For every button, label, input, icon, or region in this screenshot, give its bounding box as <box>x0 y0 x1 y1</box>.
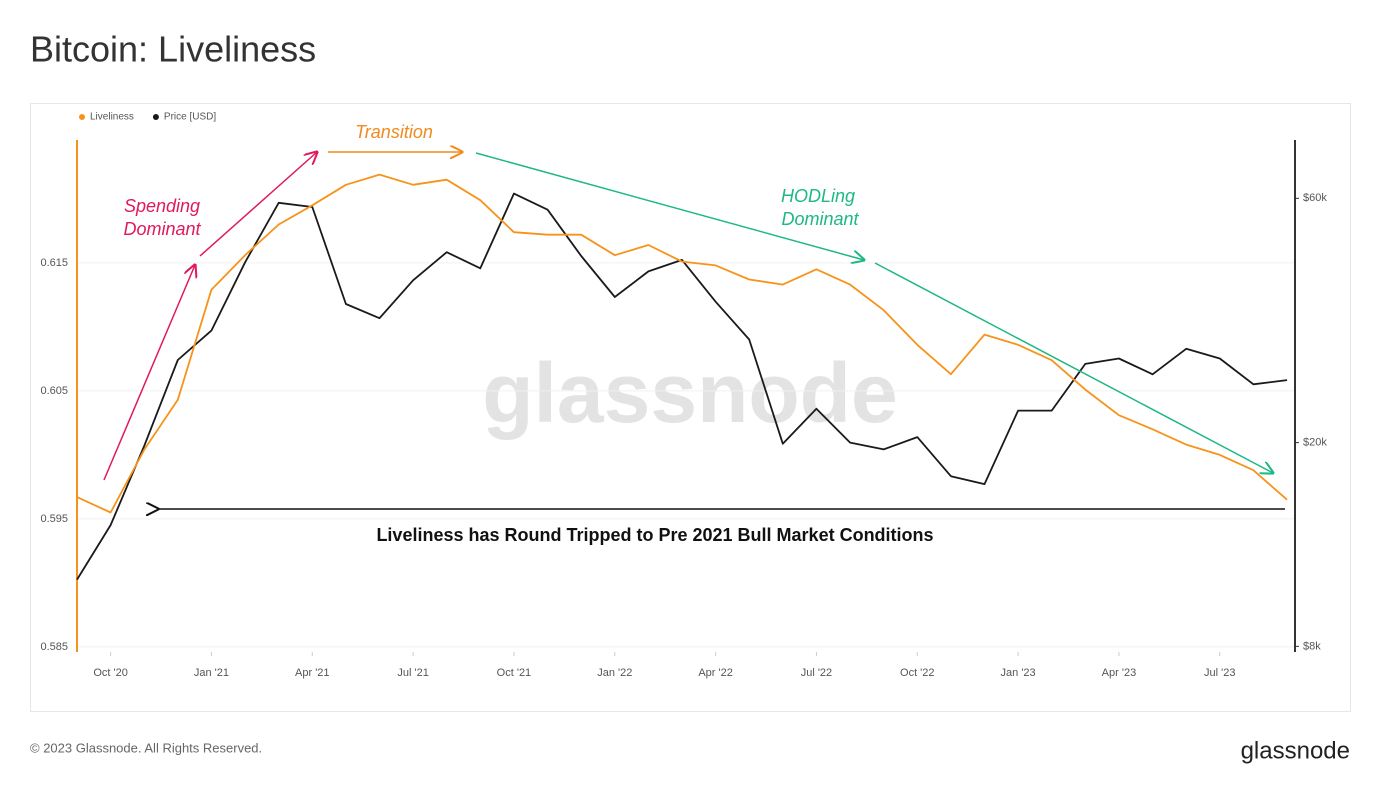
y-tick-label: 0.595 <box>40 513 68 525</box>
arrow <box>199 152 317 257</box>
arrow <box>874 262 1273 473</box>
y2-tick-label: $20k <box>1303 437 1327 449</box>
arrow <box>475 152 864 260</box>
plot: 0.585 0.595 0.605 0.615 $8k $20k $60k Oct '20 Ja… <box>40 112 1327 679</box>
annotation: Dominant <box>123 219 201 239</box>
x-tick-label: Jan '21 <box>194 667 229 679</box>
x-tick-label: Apr '22 <box>698 667 733 679</box>
annotations: Spending Dominant Transition HODLing Dom… <box>103 122 1285 545</box>
arrow <box>103 265 195 481</box>
x-tick-label: Oct '20 <box>93 667 128 679</box>
y-tick-label: 0.585 <box>40 641 68 653</box>
x-tick-label: Apr '21 <box>295 667 330 679</box>
x-tick-label: Oct '22 <box>900 667 935 679</box>
watermark: glassnode <box>482 346 897 440</box>
legend-swatch <box>152 114 159 120</box>
y-tick-label: 0.615 <box>40 257 68 269</box>
x-tick-label: Jul '22 <box>801 667 832 679</box>
x-tick-label: Jan '23 <box>1001 667 1036 679</box>
x-tick-label: Jan '22 <box>597 667 632 679</box>
annotation: Dominant <box>781 209 859 229</box>
annotation: HODLing <box>781 186 855 206</box>
page-title: Bitcoin: Liveliness <box>30 29 316 70</box>
chart-panel <box>30 103 1351 712</box>
series-line <box>76 192 1288 581</box>
x-tick-label: Jul '21 <box>397 667 428 679</box>
y2-tick-label: $60k <box>1303 192 1327 204</box>
x-tick-label: Oct '21 <box>497 667 532 679</box>
annotation: Liveliness has Round Tripped to Pre 2021… <box>376 525 933 545</box>
series-line <box>76 173 1288 514</box>
x-tick-label: Apr '23 <box>1102 667 1137 679</box>
legend-label: Liveliness <box>90 112 134 123</box>
legend-swatch <box>79 114 85 120</box>
annotation: Transition <box>355 122 433 142</box>
brand-logo: glassnode <box>1241 737 1350 764</box>
annotation: Spending <box>124 196 200 216</box>
legend-label: Price [USD] <box>164 112 216 123</box>
y-tick-label: 0.605 <box>40 385 68 397</box>
y2-tick-label: $8k <box>1303 640 1321 652</box>
x-tick-label: Jul '23 <box>1204 667 1235 679</box>
copyright: © 2023 Glassnode. All Rights Reserved. <box>30 740 262 755</box>
